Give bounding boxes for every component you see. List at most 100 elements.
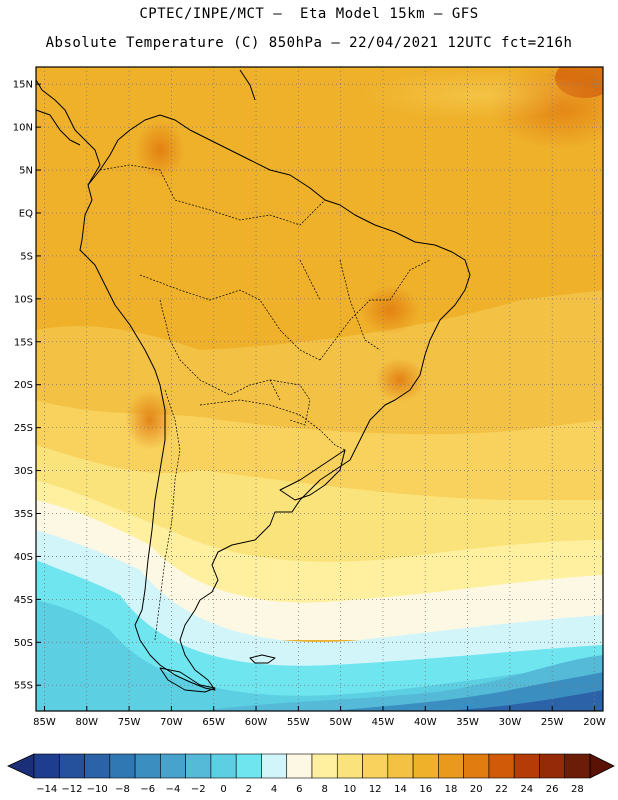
lat-label: EQ	[19, 208, 33, 219]
lat-label: 45S	[14, 595, 33, 606]
colorbar-label: 10	[344, 784, 357, 795]
field-band-minus8	[440, 690, 603, 711]
tierra-del-fuego-outline	[159, 667, 216, 693]
longitude-labels: 85W 80W 75W 70W 65W 60W 55W 50W 45W 40W 35W 30W 25W 2…	[33, 706, 606, 728]
latitude-labels: 15N 10N 5N EQ 5S 10S 15S 20S 25S 30S 35S 40S 45S 50S 5…	[13, 80, 41, 692]
colorbar-swatch	[336, 753, 363, 779]
colorbar-label: 24	[520, 784, 533, 795]
colorbar-label: 18	[445, 784, 458, 795]
colorbar-swatch	[539, 753, 566, 779]
lat-label: 15S	[14, 337, 33, 348]
colorbar-label: 20	[470, 784, 483, 795]
lat-label: 55S	[14, 681, 33, 692]
cool-spot-north	[360, 70, 600, 120]
colorbar-swatch	[160, 753, 186, 779]
colorbar-label: −14	[36, 784, 57, 795]
cuba-outline	[239, 69, 256, 101]
border-north	[99, 164, 326, 226]
title-line-1: CPTEC/INPE/MCT – Eta Model 15km – GFS	[139, 6, 479, 22]
lat-label: 10N	[13, 123, 33, 134]
colorbar-swatch	[261, 753, 288, 779]
lon-label: 60W	[245, 717, 268, 728]
warm-spot-brazil-east	[360, 285, 420, 335]
colorbar-min-arrow	[7, 753, 35, 779]
colorbar-swatch	[33, 753, 60, 779]
south-america-outline	[79, 114, 471, 691]
lon-label: 25W	[541, 717, 564, 728]
colorbar-label: 14	[394, 784, 407, 795]
lon-label: 20W	[583, 717, 606, 728]
colorbar-label: 0	[220, 784, 226, 795]
border-argentina-north	[199, 399, 346, 451]
colorbar-max-arrow	[589, 753, 615, 779]
warm-spot-andes	[125, 390, 175, 450]
falklands-outline	[249, 654, 276, 664]
colorbar-label: 12	[369, 784, 382, 795]
coastlines	[35, 69, 471, 693]
colorbar-swatch	[210, 753, 237, 779]
border-brazil-states	[299, 259, 431, 361]
colorbar-swatch	[185, 753, 212, 779]
lat-label: 20S	[14, 380, 33, 391]
colorbar-swatch	[463, 753, 490, 779]
colorbar-label: −6	[140, 784, 155, 795]
colorbar-label: −12	[61, 784, 82, 795]
lon-label: 35W	[456, 717, 479, 728]
colorbar-swatch	[488, 753, 515, 779]
lon-label: 85W	[33, 717, 56, 728]
lat-label: 35S	[14, 509, 33, 520]
lon-label: 80W	[75, 717, 98, 728]
colorbar-swatch	[84, 753, 111, 779]
lon-label: 40W	[414, 717, 437, 728]
field-band-2	[36, 600, 603, 711]
colorbar-swatch	[513, 753, 540, 779]
colorbar-swatch	[109, 753, 136, 779]
colorbar-label: 2	[246, 784, 252, 795]
lat-label: 15N	[13, 80, 33, 91]
lat-label: 5N	[19, 166, 33, 177]
colorbar-swatch	[362, 753, 389, 779]
colorbar-label: −2	[191, 784, 206, 795]
lat-lon-grid	[36, 67, 603, 711]
map-frame	[35, 66, 604, 712]
field-band-6	[36, 530, 603, 670]
lat-label: 40S	[14, 552, 33, 563]
colorbar-label: 26	[546, 784, 559, 795]
colorbar-swatch	[235, 753, 262, 779]
colorbar-label: 4	[271, 784, 277, 795]
colorbar-label: −8	[115, 784, 130, 795]
colorbar-label: −4	[166, 784, 181, 795]
colorbar-swatch	[58, 753, 85, 779]
lon-label: 75W	[118, 717, 141, 728]
lat-label: 10S	[14, 294, 33, 305]
lat-label: 30S	[14, 466, 33, 477]
colorbar-label: 6	[296, 784, 302, 795]
colorbar-swatch	[311, 753, 338, 779]
lon-label: 50W	[329, 717, 352, 728]
colorbar-swatch	[412, 753, 439, 779]
lat-label: 50S	[14, 638, 33, 649]
central-america-outline	[35, 79, 101, 186]
field-band-4	[36, 560, 603, 711]
colorbar-swatch	[286, 753, 313, 779]
border-peru-bolivia	[159, 299, 281, 401]
colorbar-swatch	[564, 753, 591, 779]
lon-label: 65W	[202, 717, 225, 728]
colorbar-label: 28	[571, 784, 584, 795]
border-andes	[154, 389, 181, 641]
uruguay-outline	[279, 449, 346, 501]
temperature-field	[36, 67, 603, 711]
central-america-north-outline	[35, 109, 81, 146]
colorbar-label: 16	[419, 784, 432, 795]
colorbar-label: 22	[495, 784, 508, 795]
colorbar-label: 8	[321, 784, 327, 795]
colorbar-swatch	[438, 753, 464, 779]
colorbar: −14 −12 −10 −8 −6 −4 −2 0 2 4 6 8 10 12 14 16 18 20 22 24 26…	[7, 753, 615, 795]
lon-label: 30W	[499, 717, 522, 728]
lat-label: 25S	[14, 423, 33, 434]
warm-spot-colombia	[135, 120, 185, 180]
colorbar-swatch	[387, 753, 414, 779]
field-band-minus4	[330, 672, 603, 711]
colorbar-label: −10	[87, 784, 108, 795]
